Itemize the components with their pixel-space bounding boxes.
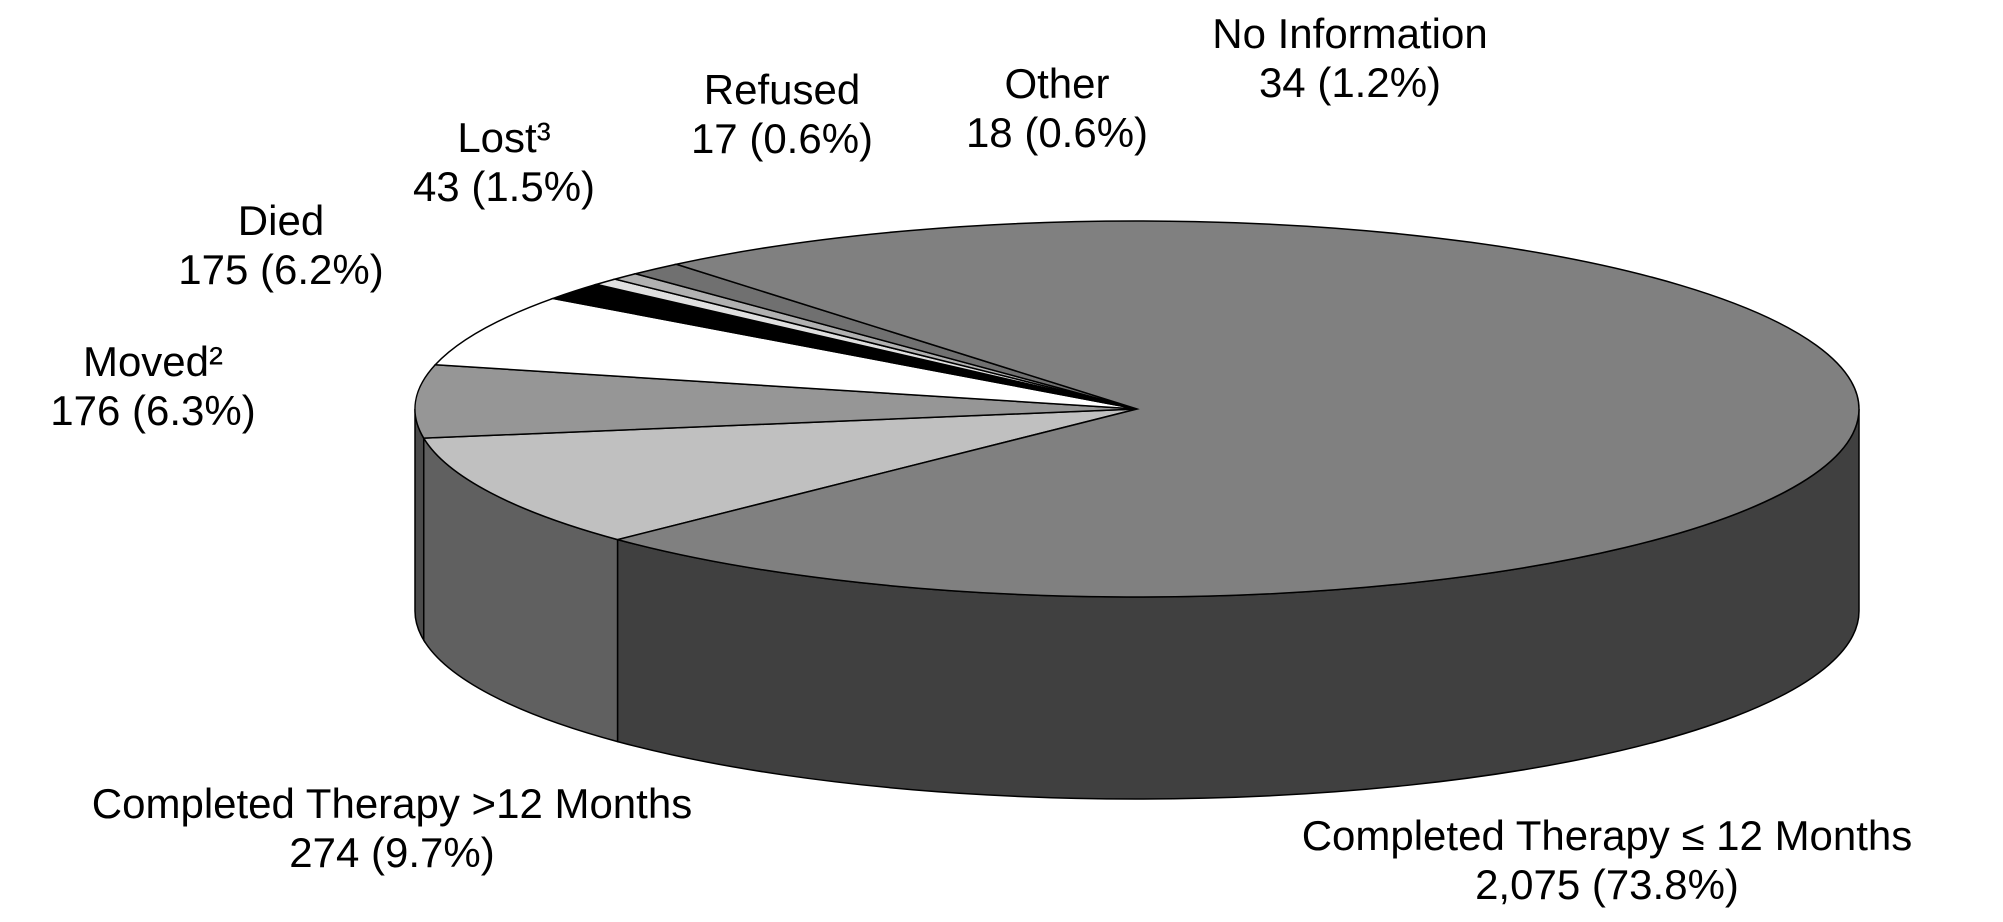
value-label: 176 (6.3%) [50, 386, 256, 434]
category-name: Moved² [82, 338, 224, 385]
slice-label: Completed Therapy >12 Months 274 (9.7%) [92, 780, 692, 877]
slice [414, 363, 1138, 439]
category-name: Other [1004, 60, 1110, 107]
category-name: Completed Therapy ≤ 12 Months [1301, 812, 1913, 859]
category-name: Died [237, 197, 325, 244]
slice [433, 297, 1138, 410]
value-label: 43 (1.5%) [412, 162, 596, 210]
slice-label: No Information 34 (1.2%) [1210, 10, 1490, 107]
slice-label: Other 18 (0.6%) [966, 60, 1148, 157]
slice [422, 408, 1138, 541]
value-label: 18 (0.6%) [965, 108, 1149, 156]
value-label: 17 (0.6%) [690, 114, 874, 162]
slice [614, 220, 1860, 598]
slice-label: Completed Therapy ≤ 12 Months 2,075 (73.8… [1302, 812, 1913, 909]
value-label: 274 (9.7%) [289, 828, 495, 876]
category-name: Lost³ [457, 114, 551, 161]
slice-label: Died 175 (6.2%) [178, 197, 383, 294]
value-label: 175 (6.2%) [178, 245, 384, 293]
category-name: Completed Therapy >12 Months [91, 780, 693, 827]
slice-label: Refused 17 (0.6%) [691, 66, 873, 163]
category-name: No Information [1212, 10, 1488, 57]
slice-label: Moved² 176 (6.3%) [50, 338, 255, 435]
value-label: 2,075 (73.8%) [1475, 860, 1739, 908]
slice-side [414, 408, 425, 643]
value-label: 34 (1.2%) [1258, 58, 1442, 106]
category-name: Refused [703, 66, 861, 113]
slice-label: Lost³ 43 (1.5%) [413, 114, 595, 211]
